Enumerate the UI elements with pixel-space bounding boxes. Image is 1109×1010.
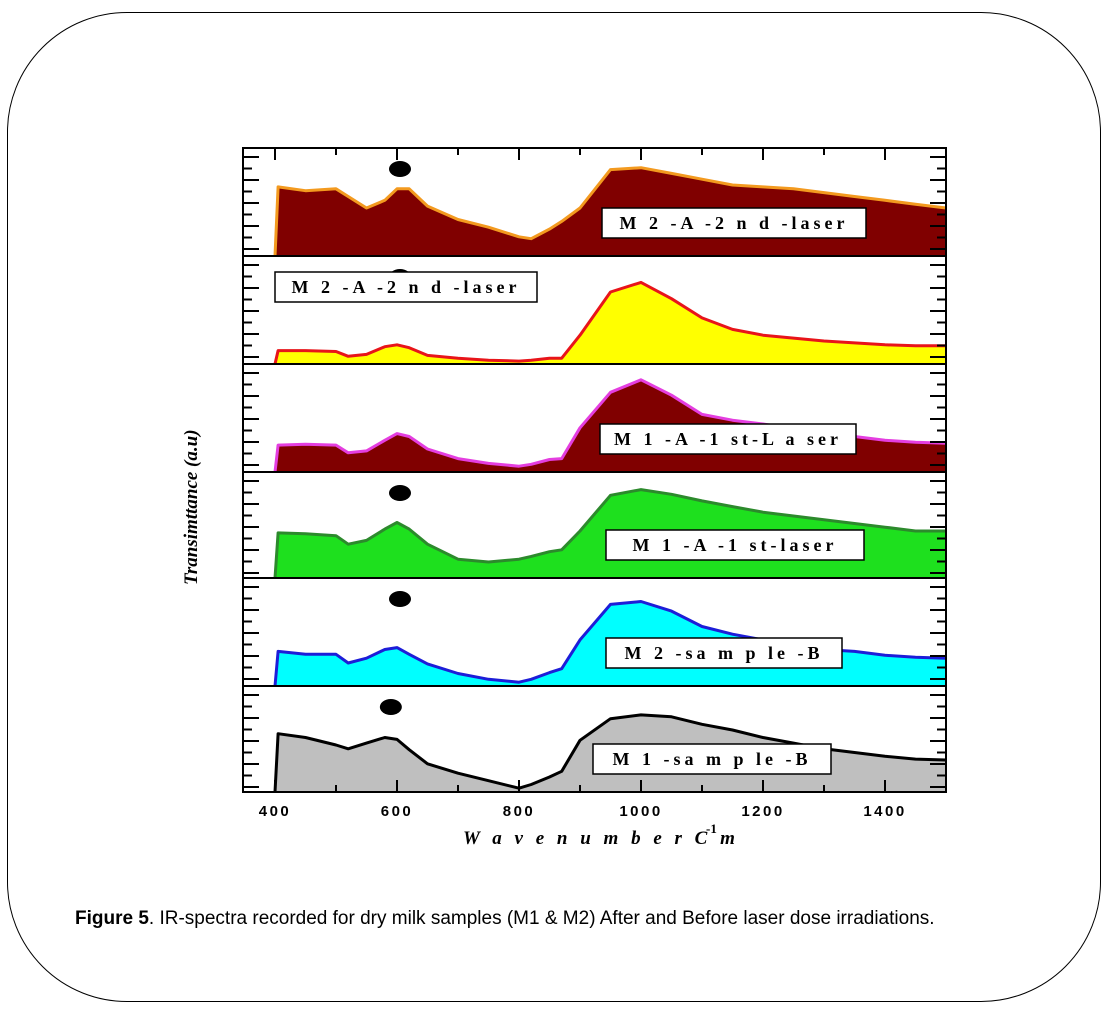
- panels-layer: M 2 -A -2 n d -laser M 2 -A -2 n d -laser…: [242, 147, 947, 793]
- series-label: M 1 -sa m p le -B: [613, 749, 812, 769]
- series-label-box: [605, 637, 843, 669]
- y-axis-title: Transimttance (a.u): [181, 429, 202, 585]
- x-axis: 400 600 800 1000 1200 1400: [259, 780, 947, 820]
- panel-3: M 1 -A -1 st-L a ser: [242, 363, 947, 473]
- series-label-box: [605, 529, 865, 561]
- x-tick-label: 400: [259, 803, 292, 820]
- series-label: M 2 -A -2 n d -laser: [620, 213, 849, 233]
- x-tick-label: 1200: [741, 803, 784, 820]
- x-tick-label: 800: [503, 803, 536, 820]
- panel-6: M 1 -sa m p le -B: [242, 685, 947, 793]
- series-line: [273, 280, 946, 365]
- series-label: M 1 -A -1 st-laser: [633, 535, 838, 555]
- figure-caption: Figure 5. IR-spectra recorded for dry mi…: [75, 908, 1075, 930]
- panel-1: M 2 -A -2 n d -laser: [242, 147, 947, 257]
- x-tick-label: 600: [381, 803, 414, 820]
- series-label: M 2 -sa m p le -B: [625, 643, 824, 663]
- caption-text: . IR-spectra recorded for dry milk sampl…: [148, 908, 935, 929]
- band-marker: [379, 699, 402, 715]
- series-label: M 2 -A -2 n d -laser: [292, 277, 521, 297]
- series-label: M 1 -A -1 st-L a ser: [614, 429, 842, 449]
- panel-2: M 2 -A -2 n d -laser: [242, 255, 947, 365]
- band-marker: [389, 161, 411, 177]
- band-marker: [389, 485, 411, 501]
- series-line: [273, 166, 947, 257]
- band-marker: [389, 591, 411, 607]
- x-axis-title: W a v e n u m b e r C m: [463, 828, 739, 849]
- figure-frame: [7, 12, 1101, 1002]
- series-area: [275, 282, 946, 364]
- panel-5: M 2 -sa m p le -B: [242, 577, 947, 687]
- x-tick-label: 1400: [863, 803, 906, 820]
- x-tick-label: 1000: [619, 803, 662, 820]
- x-axis-title-exponent: -1: [706, 821, 717, 836]
- figure-label: Figure 5: [75, 908, 149, 929]
- series-label-box: [274, 271, 538, 303]
- series-label-box: [601, 207, 867, 239]
- series-label-box: [599, 423, 857, 455]
- series-label-box: [592, 743, 832, 775]
- panel-frame: [242, 685, 947, 793]
- panel-4: M 1 -A -1 st-laser: [242, 471, 947, 579]
- series-line: [273, 488, 946, 579]
